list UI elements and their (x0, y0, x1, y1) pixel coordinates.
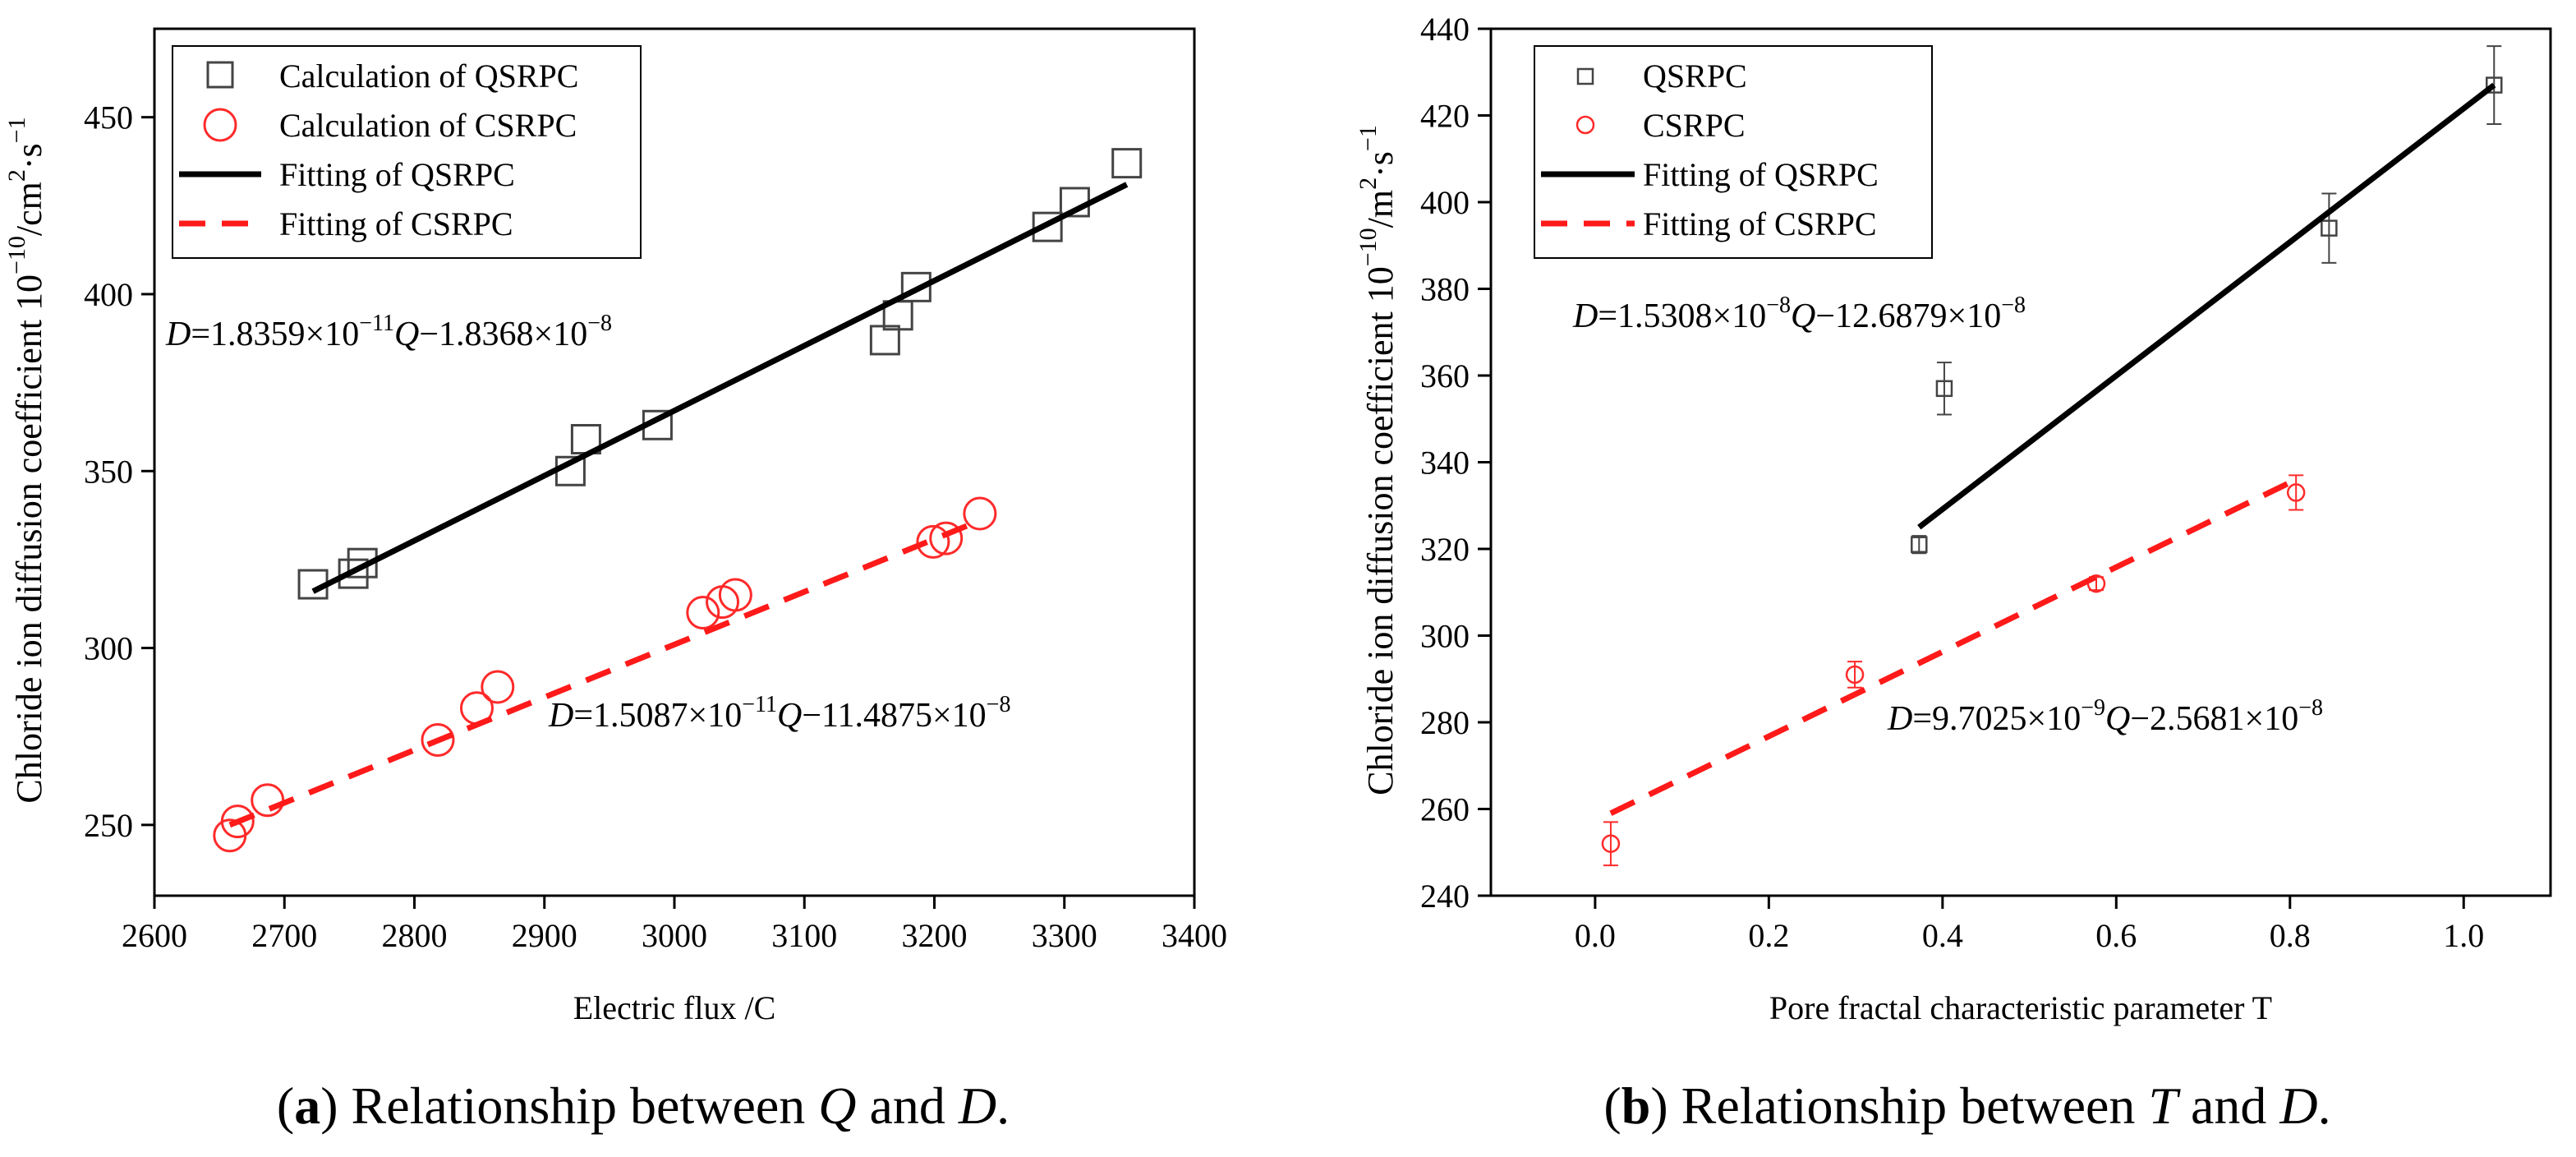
x-tick-label: 0.0 (1575, 917, 1616, 954)
x-tick-label: 0.6 (2095, 917, 2137, 954)
y-tick-label: 380 (1420, 271, 1470, 308)
data-point-qsrpc (900, 271, 932, 302)
panel-b-equation-qsrpc: D=1.5308×10−8Q−12.6879×10−8 (1572, 293, 2026, 335)
legend-square-marker (206, 61, 234, 89)
y-tick-label: 260 (1420, 791, 1470, 828)
legend-label: Calculation of QSRPC (279, 58, 578, 94)
legend-label: Calculation of CSRPC (279, 107, 577, 144)
data-point-csrpc (929, 521, 964, 555)
y-tick-label: 420 (1420, 98, 1470, 135)
legend-label: Fitting of CSRPC (279, 205, 513, 242)
x-tick-label: 3200 (902, 917, 968, 954)
x-tick-label: 2800 (382, 917, 448, 954)
data-point-qsrpc (2321, 219, 2338, 237)
y-tick-label: 280 (1420, 704, 1470, 741)
x-tick-label: 2900 (512, 917, 577, 954)
legend-circle-marker (1576, 115, 1595, 135)
legend-label: CSRPC (1643, 107, 1746, 144)
fit-line-csrpc (1609, 477, 2298, 816)
panel-b-y-axis-label: Chloride ion diffusion coefficient 10−10… (1355, 125, 1401, 795)
data-point-csrpc (251, 783, 285, 818)
fit-line-qsrpc (311, 182, 1129, 594)
legend-circle-marker (203, 108, 237, 142)
data-point-csrpc (220, 804, 255, 839)
data-point-csrpc (916, 524, 950, 559)
legend-label: Fitting of QSRPC (1643, 156, 1879, 193)
panel-b-marks (1601, 45, 2503, 867)
data-point-csrpc (421, 723, 455, 758)
fit-line-csrpc (228, 518, 982, 828)
y-tick-label: 300 (84, 630, 133, 667)
panel-b-legend: QSRPC CSRPC Fitting of QSRPC Fitting of … (1534, 45, 1933, 259)
x-tick-label: 1.0 (2443, 917, 2484, 954)
data-point-qsrpc (1111, 148, 1143, 179)
data-point-qsrpc (1911, 536, 1928, 553)
panel-a-chart: 2600 2700 2800 2900 3000 3100 3200 3300 3400 250 3… (3, 27, 1227, 1135)
x-tick-label: 3400 (1162, 917, 1227, 954)
y-tick-label: 360 (1420, 357, 1470, 394)
y-tick-label: 240 (1420, 878, 1470, 915)
data-point-csrpc (718, 578, 752, 612)
y-tick-label: 400 (1420, 184, 1470, 221)
panel-b-caption: (b) Relationship between T and D. (1603, 1076, 2330, 1135)
panel-b-chart: 0.0 0.2 0.4 0.6 0.8 1.0 240 260 280 300 320 340 360 3… (1355, 11, 2552, 1135)
legend-label: Fitting of QSRPC (279, 156, 515, 193)
data-point-csrpc (481, 670, 515, 704)
panel-b-ticks: 0.0 0.2 0.4 0.6 0.8 1.0 240 260 280 300 320 340 360 3… (1420, 11, 2484, 954)
x-tick-label: 0.4 (1922, 917, 1963, 954)
legend-frame (172, 45, 642, 259)
legend-label: Fitting of CSRPC (1643, 205, 1877, 242)
fit-line-qsrpc (1917, 82, 2496, 530)
legend-square-marker (1576, 67, 1594, 85)
panel-a-equation-csrpc: D=1.5087×10−11Q−11.4875×10−8 (548, 692, 1010, 735)
data-point-csrpc (686, 596, 720, 630)
y-tick-label: 320 (1420, 531, 1470, 568)
data-point-qsrpc (1032, 211, 1063, 242)
data-point-qsrpc (1935, 380, 1953, 398)
x-tick-label: 0.2 (1748, 917, 1789, 954)
data-point-csrpc (2286, 483, 2306, 502)
y-tick-label: 350 (84, 453, 133, 490)
x-tick-label: 2700 (251, 917, 317, 954)
y-tick-label: 440 (1420, 11, 1470, 48)
y-tick-label: 340 (1420, 445, 1470, 482)
panel-a-y-axis-label: Chloride ion diffusion coefficient 10−10… (3, 117, 49, 803)
data-point-qsrpc (2486, 76, 2503, 94)
data-point-qsrpc (347, 547, 378, 578)
panel-a-x-axis-label: Electric flux /C (573, 989, 776, 1026)
panel-a-marks (213, 148, 1143, 853)
panel-a-caption: (a) Relationship between Q and D. (277, 1076, 1010, 1135)
legend-label: QSRPC (1643, 58, 1747, 94)
x-tick-label: 3300 (1032, 917, 1097, 954)
panel-b-x-axis-label: Pore fractal characteristic parameter T (1769, 989, 2272, 1026)
y-tick-label: 300 (1420, 618, 1470, 655)
panel-a-ticks: 2600 2700 2800 2900 3000 3100 3200 3300 3400 250 3… (84, 99, 1227, 954)
y-tick-label: 400 (84, 276, 133, 313)
data-point-qsrpc (338, 558, 369, 589)
x-tick-label: 0.8 (2270, 917, 2311, 954)
panel-a-legend: Calculation of QSRPC Calculation of CSRP… (172, 45, 642, 259)
panel-b-equation-csrpc: D=9.7025×10−9Q−2.5681×10−8 (1887, 695, 2323, 738)
x-tick-label: 3000 (642, 917, 707, 954)
data-point-csrpc (1601, 834, 1621, 853)
panel-a-equation-qsrpc: D=1.8359×10−11Q−1.8368×10−8 (165, 311, 612, 353)
data-point-csrpc (1845, 665, 1865, 685)
y-tick-label: 450 (84, 99, 133, 136)
y-tick-label: 250 (84, 807, 133, 844)
x-tick-label: 3100 (771, 917, 837, 954)
data-point-csrpc (963, 496, 997, 531)
x-tick-label: 2600 (122, 917, 187, 954)
